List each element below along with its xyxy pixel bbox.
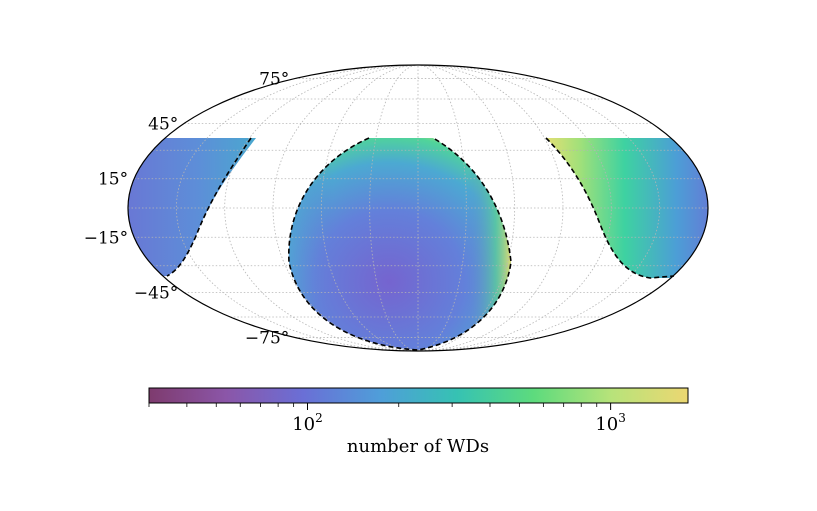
boundary-left (166, 137, 252, 277)
latitude-labels: 75° 45° 15° −15° −45° −75° (84, 69, 290, 348)
graticule-meridian (175, 65, 419, 351)
colorbar: 102 103 number of WDs (148, 387, 689, 457)
latitude-tick-label: 15° (98, 170, 128, 190)
graticule-meridian (417, 65, 467, 351)
colorbar-label: number of WDs (347, 436, 489, 457)
colorbar-ticks: 102 103 (148, 403, 626, 435)
latitude-tick-label: −15° (84, 228, 128, 248)
colorbar-tick-label: 103 (595, 411, 626, 435)
region-boundaries (166, 137, 675, 351)
graticule-meridian (272, 65, 419, 351)
graticule-meridian (320, 65, 419, 351)
graticule-meridian (417, 65, 661, 351)
region-center-edge (288, 138, 511, 350)
latitude-tick-label: 45° (148, 114, 178, 134)
graticule-meridian (417, 65, 612, 351)
region-left (128, 138, 256, 276)
sky-map: 75° 45° 15° −15° −45° −75° (84, 64, 709, 352)
colorbar-gradient (148, 387, 689, 404)
latitude-tick-label: −45° (134, 284, 178, 304)
graticule-meridian (224, 65, 419, 351)
boundary-right (545, 137, 675, 279)
latitude-tick-label: 75° (259, 69, 289, 89)
sky-boundary (127, 64, 709, 352)
colorbar-tick-label: 102 (292, 411, 323, 435)
graticule (128, 65, 708, 351)
boundary-center (288, 137, 512, 351)
graticule-meridian (417, 65, 564, 351)
graticule-meridian (417, 65, 516, 351)
graticule-meridian (369, 65, 419, 351)
latitude-tick-label: −75° (245, 329, 289, 349)
